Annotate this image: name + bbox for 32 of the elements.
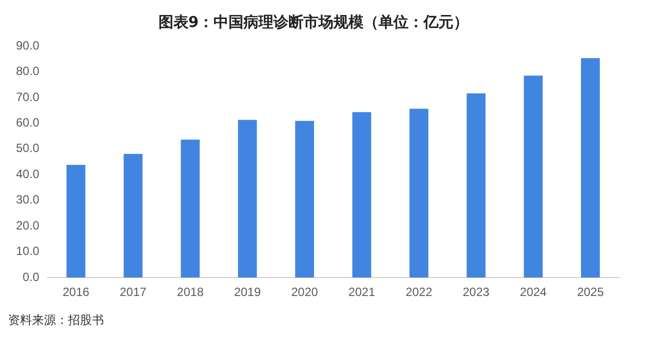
bar [409, 108, 428, 278]
text: 资料来源：招股书 [8, 312, 105, 329]
x-tick-label: 2017 [120, 285, 147, 300]
bar [524, 76, 543, 278]
bar [580, 58, 600, 278]
bar [295, 120, 314, 278]
y-tick-label: 90.0 [16, 38, 40, 52]
x-tick-label: 2023 [462, 285, 490, 300]
x-tick-label: 2025 [577, 285, 604, 300]
y-tick-label: 40.0 [16, 166, 40, 181]
x-tick-label: 2020 [291, 285, 318, 300]
x-tick-label: 2018 [176, 285, 204, 300]
x-tick-label: 2019 [234, 285, 262, 300]
y-tick-label: 20.0 [16, 218, 40, 232]
bar [466, 93, 486, 278]
bar [352, 112, 372, 278]
bar [238, 120, 257, 278]
chart-title: 图表9：中国病理诊断市场规模（单位：亿元） [158, 12, 469, 31]
y-tick-label: 0.0 [22, 270, 40, 284]
x-tick-label: 2021 [348, 285, 376, 300]
y-tick-label: 70.0 [16, 90, 40, 104]
y-tick-label: 80.0 [16, 64, 40, 78]
y-tick-label: 30.0 [16, 192, 40, 207]
bar [66, 164, 86, 278]
bar [124, 154, 143, 278]
bar [180, 140, 200, 278]
x-tick-label: 2024 [520, 285, 547, 300]
y-tick-label: 50.0 [16, 141, 40, 156]
x-tick-label: 2022 [406, 285, 433, 300]
x-tick-label: 2016 [62, 285, 90, 300]
y-tick-label: 60.0 [16, 116, 40, 130]
y-tick-label: 10.0 [16, 244, 40, 258]
